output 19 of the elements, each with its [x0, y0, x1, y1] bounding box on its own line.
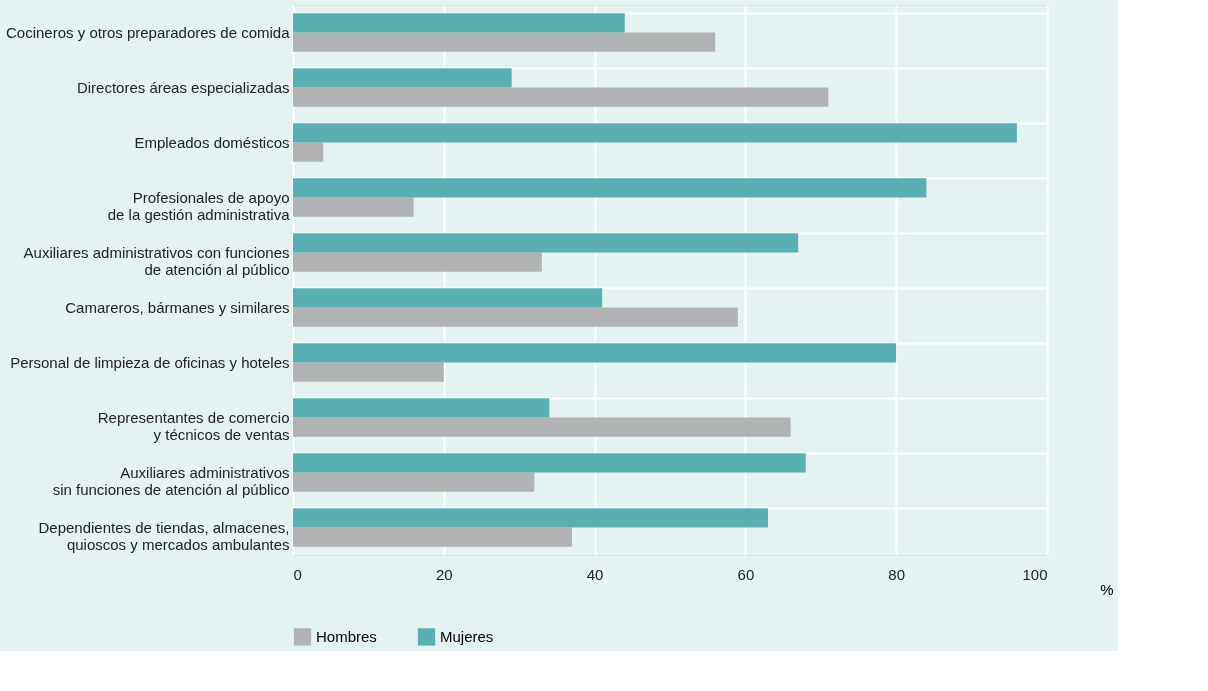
y-tick-label: Auxiliares administrativos sin funciones de atención al público: [52, 463, 290, 498]
y-tick-label: Empleados domésticos: [134, 133, 290, 151]
legend-label: Mujeres: [440, 627, 494, 645]
x-tick-label: 60: [737, 565, 755, 583]
x-tick-label: 40: [586, 565, 604, 583]
y-tick-label: Profesionales de apoyo de la gestión administrativa: [107, 188, 291, 223]
x-tick-label: 80: [888, 565, 906, 583]
y-tick-label: Camareros, bármanes y similares: [65, 298, 290, 316]
y-tick-label: Auxiliares administrativos con funciones de atención al público: [23, 243, 290, 278]
y-tick-label: Representantes de comercio y técnicos de ventas: [97, 408, 290, 443]
y-tick-label: Personal de limpieza de oficinas y hoteles: [10, 353, 290, 371]
y-tick-label: Directores áreas especializadas: [76, 78, 290, 96]
y-tick-label: Dependientes de tiendas, almacenes, quioscos y mercados ambulantes: [38, 518, 290, 553]
legend-label: Hombres: [316, 627, 377, 645]
x-tick-label: 20: [435, 565, 453, 583]
x-tick-label: 100: [1022, 565, 1048, 583]
x-axis-title: %: [1100, 580, 1114, 598]
y-tick-label: Cocineros y otros preparadores de comida: [6, 23, 291, 41]
x-tick-label: 0: [293, 565, 302, 583]
